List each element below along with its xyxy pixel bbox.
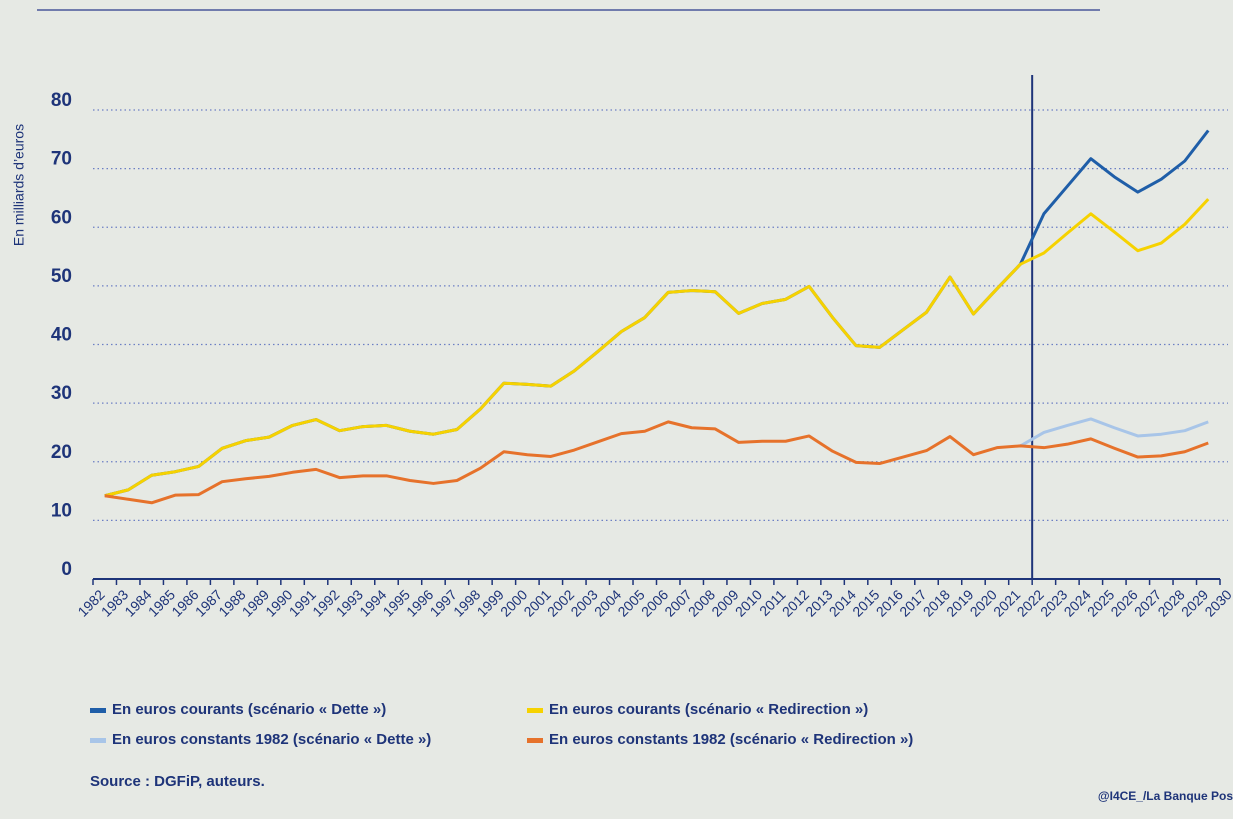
y-tick-label: 60 [51,207,72,228]
y-tick-label: 70 [51,149,72,170]
legend-swatch [90,708,106,713]
y-axis-label: En milliards d’euros [11,124,27,246]
y-tick-label: 0 [61,559,72,580]
legend-swatch [527,708,543,713]
y-tick-label: 20 [51,442,72,463]
legend-label: En euros courants (scénario « Redirectio… [549,701,868,718]
series-line [104,129,1210,498]
y-tick-label: 30 [51,383,72,404]
legend: En euros courants (scénario « Dette ») E… [90,701,913,748]
legend-label: En euros courants (scénario « Dette ») [112,701,386,718]
y-tick-label: 10 [51,500,72,521]
legend-swatch [90,738,106,743]
y-tick-label: 50 [51,266,72,287]
legend-label: En euros constants 1982 (scénario « Dett… [112,731,431,748]
y-tick-label: 80 [51,90,72,111]
series-line [104,420,1209,505]
credit: @I4CE_/La Banque Pos [1098,789,1233,803]
x-tick-label: 2030 [1201,586,1233,619]
series-line [104,198,1210,498]
y-tick-label: 40 [51,325,72,346]
legend-label: En euros constants 1982 (scénario « Redi… [549,731,913,748]
source: Source : DGFiP, auteurs. [90,773,265,790]
series-line [1019,417,1209,448]
legend-swatch [527,738,543,743]
